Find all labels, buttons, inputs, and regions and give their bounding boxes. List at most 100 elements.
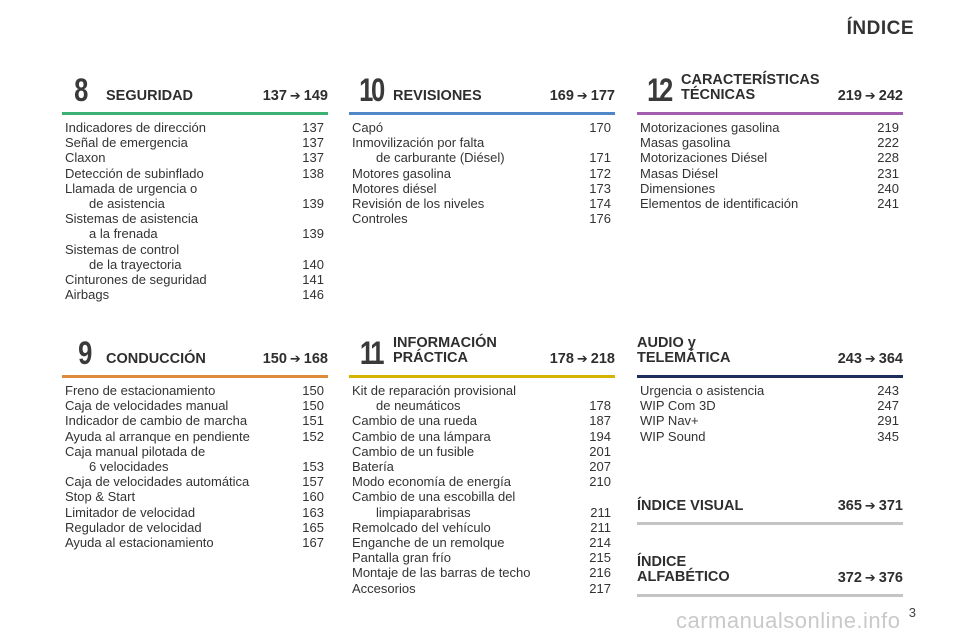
index-entry[interactable]: Airbags 146 bbox=[65, 287, 324, 302]
index-entry[interactable]: Indicadores de dirección 137 bbox=[65, 120, 324, 135]
index-entry[interactable]: Llamada de urgencia o de asistencia 139 bbox=[65, 181, 324, 211]
entry-page-number: 153 bbox=[302, 459, 324, 475]
entry-label: Caja manual pilotada de 6 velocidades bbox=[65, 444, 205, 474]
page-range: 243 ➔ 364 bbox=[838, 351, 903, 367]
index-entry[interactable]: Enganche de un remolque 214 bbox=[352, 535, 611, 550]
index-entry[interactable]: Masas gasolina 222 bbox=[640, 135, 899, 150]
entry-label: Ayuda al arranque en pendiente bbox=[65, 429, 250, 444]
index-entry[interactable]: Remolcado del vehículo 211 bbox=[352, 520, 611, 535]
section-number: 9 bbox=[78, 335, 92, 371]
arrow-right-icon: ➔ bbox=[864, 88, 876, 103]
index-entry[interactable]: Caja manual pilotada de 6 velocidades 153 bbox=[65, 444, 324, 474]
entry-label-text: Cinturones de seguridad bbox=[65, 272, 207, 288]
index-entry[interactable]: Claxon 137 bbox=[65, 150, 324, 165]
page-range: 365 ➔ 371 bbox=[838, 498, 903, 514]
index-entry[interactable]: Elementos de identificación 241 bbox=[640, 196, 899, 211]
index-entry[interactable]: Dimensiones 240 bbox=[640, 181, 899, 196]
index-entry[interactable]: Capó 170 bbox=[352, 120, 611, 135]
entry-label-text: WIP Com 3D bbox=[640, 398, 716, 414]
index-entry[interactable]: Sistemas de asistencia a la frenada 139 bbox=[65, 211, 324, 241]
index-entry[interactable]: Ayuda al estacionamiento 167 bbox=[65, 535, 324, 550]
index-entry[interactable]: Motorizaciones gasolina 219 bbox=[640, 120, 899, 135]
entry-label: Regulador de velocidad bbox=[65, 520, 202, 535]
index-entry[interactable]: Detección de subinflado 138 bbox=[65, 166, 324, 181]
entry-label: WIP Nav+ bbox=[640, 413, 699, 428]
index-entry[interactable]: Indicador de cambio de marcha 151 bbox=[65, 413, 324, 428]
entry-label-text: Motores diésel bbox=[352, 180, 437, 196]
index-entry[interactable]: Cambio de un fusible 201 bbox=[352, 444, 611, 459]
index-entry[interactable]: Inmovilización por falta de carburante (D… bbox=[352, 135, 611, 165]
entry-label-text: Cambio de una escobilla del bbox=[352, 489, 516, 505]
index-entry[interactable]: Cambio de una rueda 187 bbox=[352, 413, 611, 428]
entry-label: Ayuda al estacionamiento bbox=[65, 535, 214, 550]
section-divider-bar bbox=[637, 594, 903, 597]
entry-page-number: 176 bbox=[589, 211, 611, 227]
index-entry[interactable]: WIP Com 3D 247 bbox=[640, 398, 899, 413]
arrow-right-icon: ➔ bbox=[864, 351, 876, 366]
index-entry[interactable]: Montaje de las barras de techo 216 bbox=[352, 565, 611, 580]
index-entry[interactable]: Masas Diésel 231 bbox=[640, 166, 899, 181]
entry-label: Indicador de cambio de marcha bbox=[65, 413, 247, 428]
range-to: 149 bbox=[303, 88, 328, 104]
section-title-text: REVISIONES bbox=[393, 88, 482, 104]
arrow-right-icon: ➔ bbox=[576, 88, 588, 103]
index-entry[interactable]: Batería 207 bbox=[352, 459, 611, 474]
index-entry[interactable]: Caja de velocidades manual 150 bbox=[65, 398, 324, 413]
section-title-line2: TÉCNICAS bbox=[681, 87, 756, 103]
entry-label-continuation: de asistencia bbox=[89, 196, 165, 212]
index-entry[interactable]: Caja de velocidades automática 157 bbox=[65, 474, 324, 489]
entry-label-text: Regulador de velocidad bbox=[65, 519, 202, 535]
section-title: SEGURIDAD 137 ➔ 149 bbox=[106, 88, 328, 104]
section-divider-bar bbox=[637, 375, 903, 378]
range-from: 150 bbox=[262, 351, 287, 367]
entry-label-text: Sistemas de asistencia bbox=[65, 211, 198, 227]
entry-label-continuation: 6 velocidades bbox=[89, 459, 169, 475]
section-conduccion: 9 CONDUCCIÓN 150 ➔ 168 Freno de estacionam… bbox=[62, 333, 328, 550]
arrow-right-icon: ➔ bbox=[864, 498, 876, 513]
index-entry[interactable]: Ayuda al arranque en pendiente 152 bbox=[65, 429, 324, 444]
entry-page-number: 152 bbox=[302, 428, 324, 444]
entry-label-text: Señal de emergencia bbox=[65, 135, 188, 151]
index-entry[interactable]: Revisión de los niveles 174 bbox=[352, 196, 611, 211]
entry-label-text: Llamada de urgencia o bbox=[65, 180, 198, 196]
index-entry[interactable]: Kit de reparación provisional de neumátic… bbox=[352, 383, 611, 413]
entry-label-text: Cambio de una lámpara bbox=[352, 428, 491, 444]
index-entry[interactable]: Cinturones de seguridad 141 bbox=[65, 272, 324, 287]
index-entry[interactable]: Motores gasolina 172 bbox=[352, 166, 611, 181]
index-entry[interactable]: Sistemas de control de la trayectoria 140 bbox=[65, 242, 324, 272]
entry-label-text: Sistemas de control bbox=[65, 241, 180, 257]
index-entry[interactable]: Accesorios 217 bbox=[352, 581, 611, 596]
range-from: 243 bbox=[837, 351, 862, 367]
index-entry[interactable]: Limitador de velocidad 163 bbox=[65, 505, 324, 520]
section-title: ÍNDICE VISUAL 365 ➔ 371 bbox=[637, 498, 903, 514]
index-entry[interactable]: Regulador de velocidad 165 bbox=[65, 520, 324, 535]
entry-label-text: Batería bbox=[352, 459, 394, 475]
section-number: 11 bbox=[359, 335, 385, 371]
entry-page-number: 141 bbox=[302, 272, 324, 288]
index-entry[interactable]: Modo economía de energía 210 bbox=[352, 474, 611, 489]
section-title: ÍNDICE ALFABÉTICO 372 ➔ 376 bbox=[637, 555, 903, 586]
section-title-line1: INFORMACIÓN bbox=[393, 335, 497, 351]
index-entry[interactable]: Pantalla gran frío 215 bbox=[352, 550, 611, 565]
index-entry[interactable]: Motores diésel 173 bbox=[352, 181, 611, 196]
index-entry[interactable]: Controles 176 bbox=[352, 211, 611, 226]
entry-label-text: Freno de estacionamiento bbox=[65, 383, 216, 398]
index-entry[interactable]: Cambio de una lámpara 194 bbox=[352, 429, 611, 444]
entry-page-number: 163 bbox=[302, 504, 324, 520]
entry-label: Airbags bbox=[65, 287, 109, 302]
index-entry[interactable]: Stop & Start 160 bbox=[65, 489, 324, 504]
index-entry[interactable]: WIP Sound 345 bbox=[640, 429, 899, 444]
index-entry[interactable]: Freno de estacionamiento 150 bbox=[65, 383, 324, 398]
entry-page-number: 345 bbox=[877, 428, 899, 444]
index-entry[interactable]: Cambio de una escobilla del limpiaparabri… bbox=[352, 489, 611, 519]
entry-list: Kit de reparación provisional de neumátic… bbox=[349, 383, 615, 596]
entry-page-number: 165 bbox=[302, 519, 324, 535]
entry-page-number: 240 bbox=[877, 180, 899, 196]
page-range: 137 ➔ 149 bbox=[263, 88, 328, 104]
entry-label: Stop & Start bbox=[65, 489, 135, 504]
index-entry[interactable]: WIP Nav+ 291 bbox=[640, 413, 899, 428]
entry-label-text: Caja de velocidades manual bbox=[65, 398, 229, 414]
index-entry[interactable]: Señal de emergencia 137 bbox=[65, 135, 324, 150]
index-entry[interactable]: Motorizaciones Diésel 228 bbox=[640, 150, 899, 165]
index-entry[interactable]: Urgencia o asistencia 243 bbox=[640, 383, 899, 398]
